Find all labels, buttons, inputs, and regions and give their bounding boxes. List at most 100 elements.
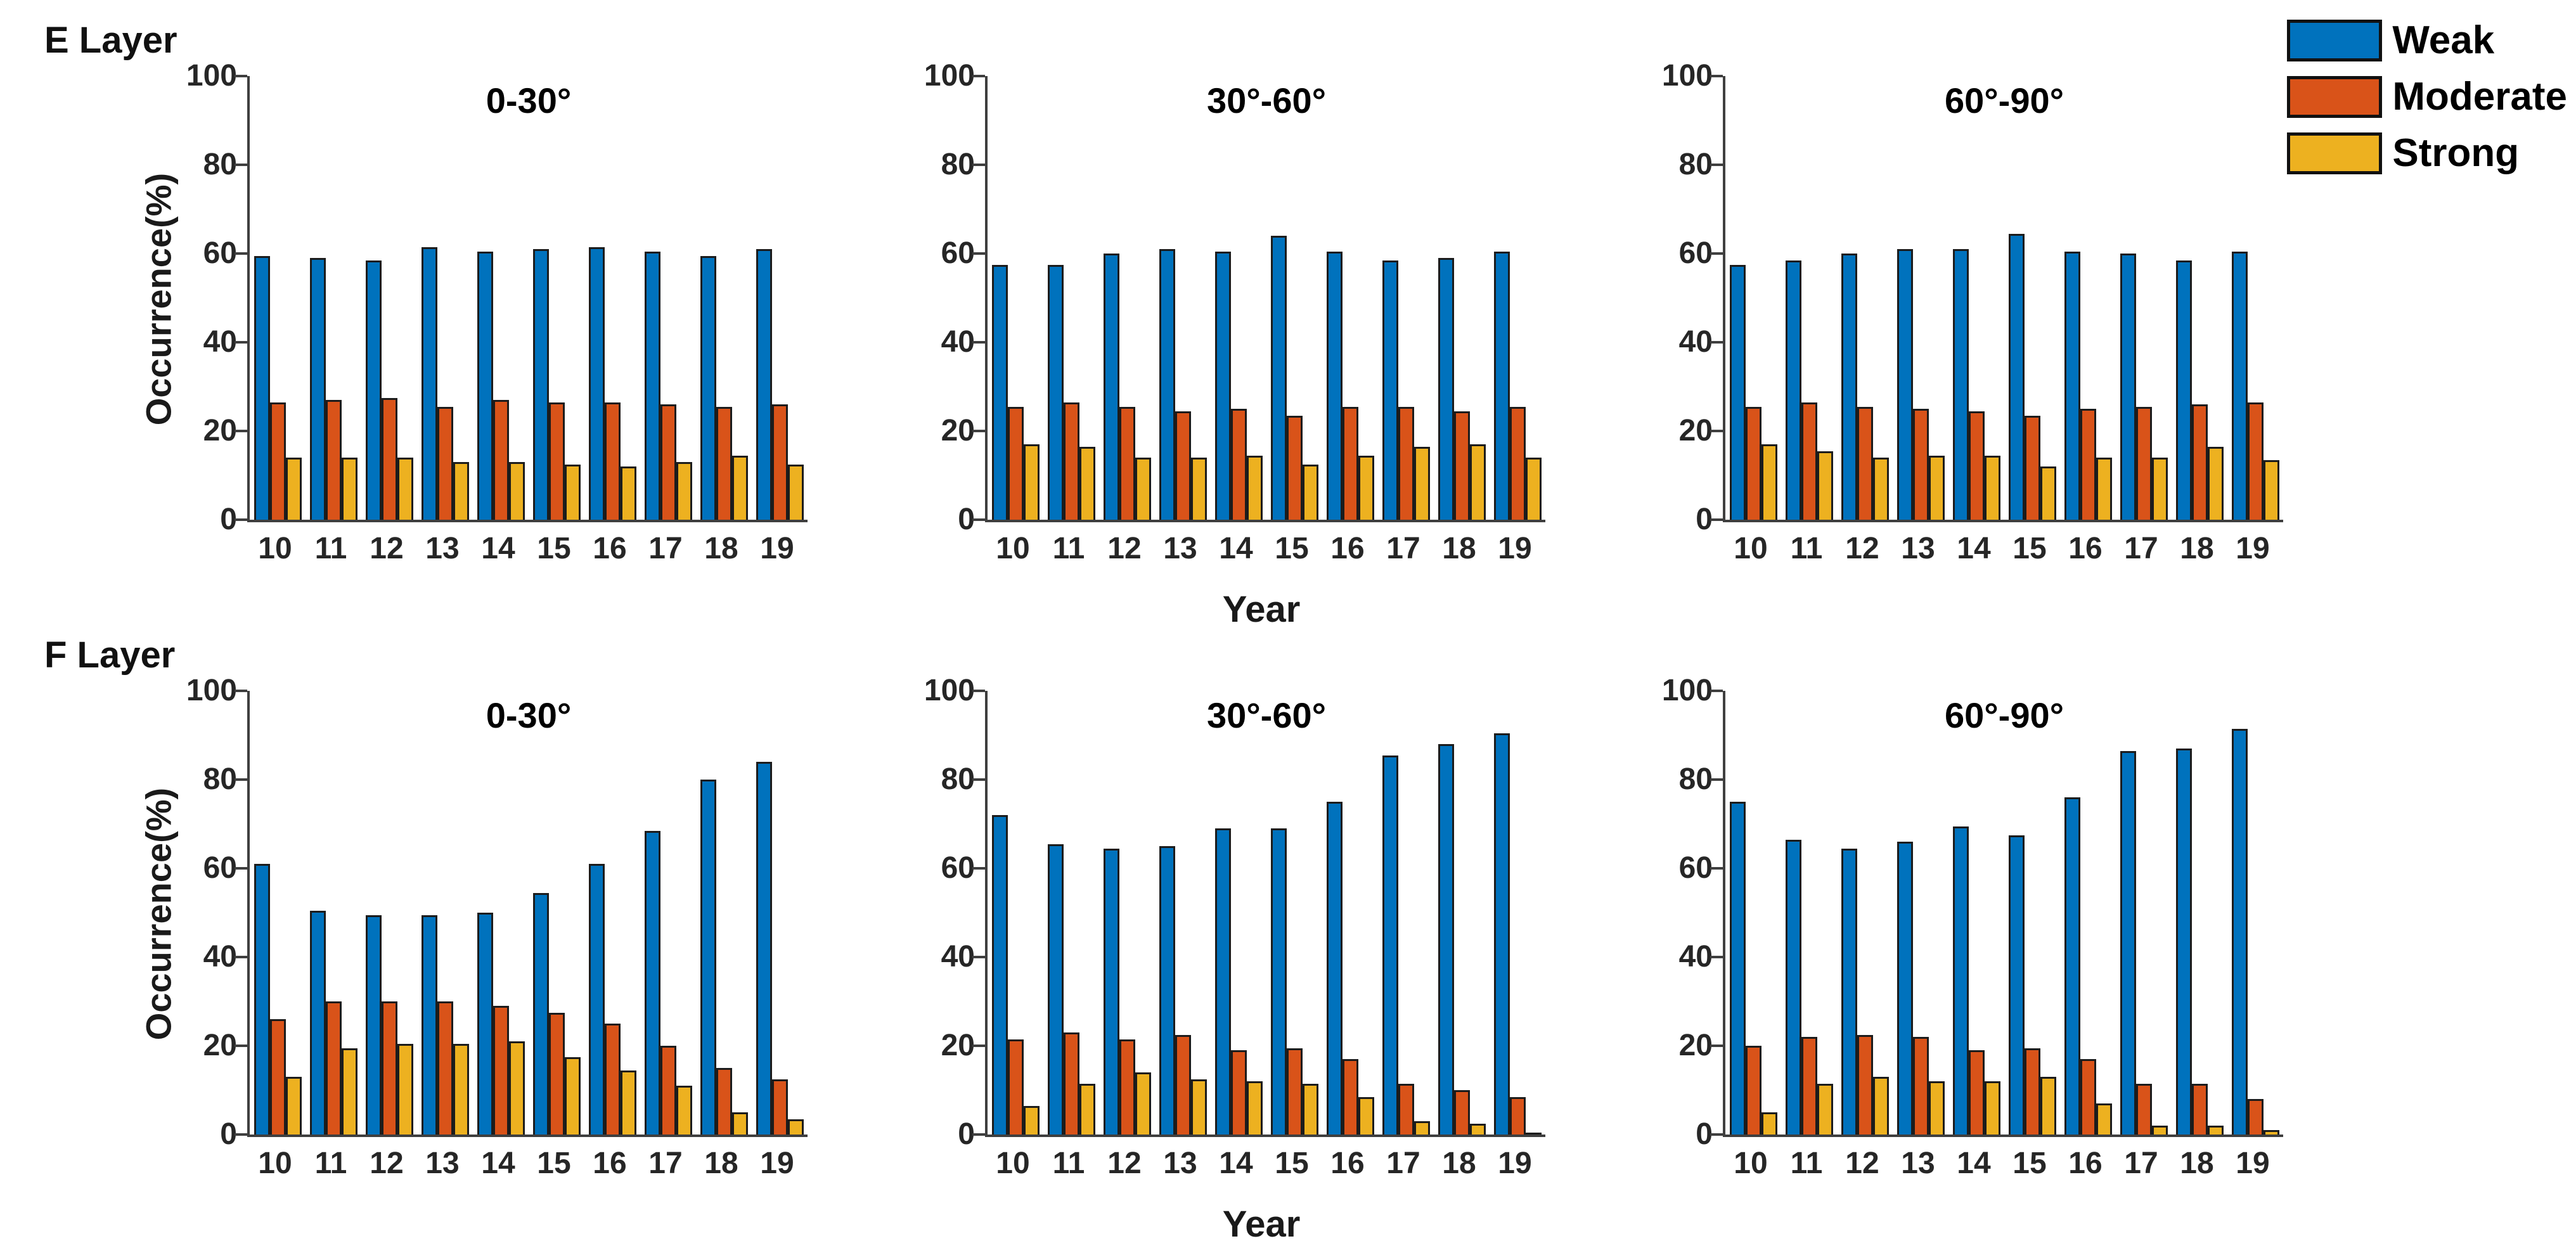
bar-moderate-15 xyxy=(1287,415,1303,520)
bar-weak-15 xyxy=(1271,828,1287,1135)
bar-moderate-17 xyxy=(2136,406,2152,520)
bar-moderate-16 xyxy=(605,1024,621,1135)
bar-moderate-11 xyxy=(1064,1032,1079,1135)
moderate-swatch xyxy=(2287,75,2383,118)
bar-strong-11 xyxy=(342,1048,357,1135)
bar-weak-12 xyxy=(1841,254,1857,520)
bar-weak-15 xyxy=(533,249,549,520)
bar-weak-15 xyxy=(2009,233,2025,520)
y-tick-mark xyxy=(1710,867,1723,870)
y-axis-label: Occurrence(%) xyxy=(138,787,179,1041)
bar-strong-14 xyxy=(1985,1081,2000,1135)
y-tick-mark xyxy=(972,778,985,781)
bar-weak-19 xyxy=(2232,728,2248,1135)
bar-weak-10 xyxy=(992,264,1008,520)
bar-moderate-16 xyxy=(2080,1059,2096,1135)
x-tick-label: 11 xyxy=(314,532,347,565)
bar-weak-15 xyxy=(2009,835,2025,1135)
bar-strong-18 xyxy=(732,455,748,520)
y-tick-mark xyxy=(235,75,247,77)
y-tick-label: 100 xyxy=(924,674,975,707)
y-tick-mark xyxy=(1710,518,1723,521)
x-tick-label: 19 xyxy=(2236,532,2270,565)
bar-moderate-16 xyxy=(605,402,621,520)
x-tick-label: 12 xyxy=(1107,532,1142,565)
row-label-f-layer: F Layer xyxy=(44,634,176,676)
bar-weak-19 xyxy=(756,249,772,520)
bar-strong-15 xyxy=(1303,464,1318,520)
bar-weak-18 xyxy=(700,780,716,1135)
bar-strong-14 xyxy=(1247,455,1263,520)
bar-moderate-16 xyxy=(2080,409,2096,520)
bar-strong-10 xyxy=(286,1077,302,1135)
x-tick-label: 19 xyxy=(2236,1147,2270,1180)
x-tick-label: 16 xyxy=(2068,532,2103,565)
bar-moderate-15 xyxy=(2025,1048,2040,1135)
x-tick-label: 14 xyxy=(1957,1147,1991,1180)
bar-strong-11 xyxy=(1817,451,1833,520)
y-tick-label: 20 xyxy=(1678,1029,1713,1062)
y-tick-mark xyxy=(972,164,985,166)
bar-strong-19 xyxy=(788,464,804,520)
bar-moderate-15 xyxy=(1287,1048,1303,1135)
y-tick-mark xyxy=(235,1045,247,1047)
x-tick-label: 10 xyxy=(996,532,1030,565)
bar-moderate-10 xyxy=(1746,406,1761,520)
y-axis-ticks: 0 20 40 60 80 100 xyxy=(922,674,985,1151)
bar-weak-14 xyxy=(477,251,493,520)
x-tick-label: 15 xyxy=(537,1147,571,1180)
bar-moderate-12 xyxy=(1119,1039,1135,1135)
x-axis-ticks: 10 11 12 13 14 15 16 17 18 19 xyxy=(1723,1137,2281,1188)
x-tick-label: 17 xyxy=(2124,1147,2158,1180)
bar-weak-17 xyxy=(2120,254,2136,520)
panel-title: 60°-90° xyxy=(1944,80,2064,120)
bar-weak-13 xyxy=(1159,846,1175,1135)
bar-strong-13 xyxy=(1929,455,1945,520)
y-tick-label: 40 xyxy=(1678,940,1713,974)
bar-weak-17 xyxy=(645,830,660,1135)
y-tick-mark xyxy=(1710,75,1723,77)
bar-strong-15 xyxy=(565,1057,581,1135)
y-tick-mark xyxy=(972,956,985,958)
y-tick-label: 60 xyxy=(1678,851,1713,885)
bar-moderate-12 xyxy=(382,397,397,520)
bar-moderate-18 xyxy=(1454,1090,1470,1135)
bar-strong-12 xyxy=(397,458,413,520)
y-tick-label: 40 xyxy=(941,325,975,359)
bar-weak-14 xyxy=(1215,251,1231,520)
x-tick-label: 19 xyxy=(760,1147,794,1180)
bar-weak-17 xyxy=(1382,755,1398,1135)
bar-weak-18 xyxy=(1438,744,1454,1135)
y-tick-label: 0 xyxy=(958,1117,975,1151)
bar-weak-12 xyxy=(366,260,382,520)
bar-weak-10 xyxy=(1730,802,1746,1135)
bar-moderate-18 xyxy=(2192,404,2208,520)
bar-weak-19 xyxy=(756,762,772,1135)
bar-weak-18 xyxy=(2176,749,2192,1135)
bar-moderate-14 xyxy=(1969,411,1985,520)
x-tick-label: 15 xyxy=(2012,532,2047,565)
x-tick-label: 14 xyxy=(481,1147,515,1180)
panel-title: 0-30° xyxy=(486,695,572,735)
bar-moderate-19 xyxy=(772,404,788,520)
bar-weak-14 xyxy=(1953,249,1969,520)
x-tick-label: 12 xyxy=(1107,1147,1142,1180)
bar-moderate-15 xyxy=(549,1012,565,1135)
bar-strong-19 xyxy=(1526,458,1542,520)
bar-moderate-11 xyxy=(1801,402,1817,520)
y-tick-label: 20 xyxy=(941,1029,975,1062)
bar-weak-11 xyxy=(1786,260,1801,520)
x-tick-label: 18 xyxy=(704,1147,738,1180)
y-tick-mark xyxy=(972,867,985,870)
y-tick-label: 60 xyxy=(941,236,975,270)
y-tick-mark xyxy=(1710,956,1723,958)
x-tick-label: 11 xyxy=(314,1147,347,1180)
y-tick-label: 80 xyxy=(203,762,237,796)
x-tick-label: 14 xyxy=(1957,532,1991,565)
bar-strong-19 xyxy=(788,1119,804,1135)
bar-strong-12 xyxy=(1873,458,1889,520)
bar-strong-10 xyxy=(1761,444,1777,520)
bar-strong-16 xyxy=(2096,458,2112,520)
panel-title: 30°-60° xyxy=(1206,695,1326,735)
